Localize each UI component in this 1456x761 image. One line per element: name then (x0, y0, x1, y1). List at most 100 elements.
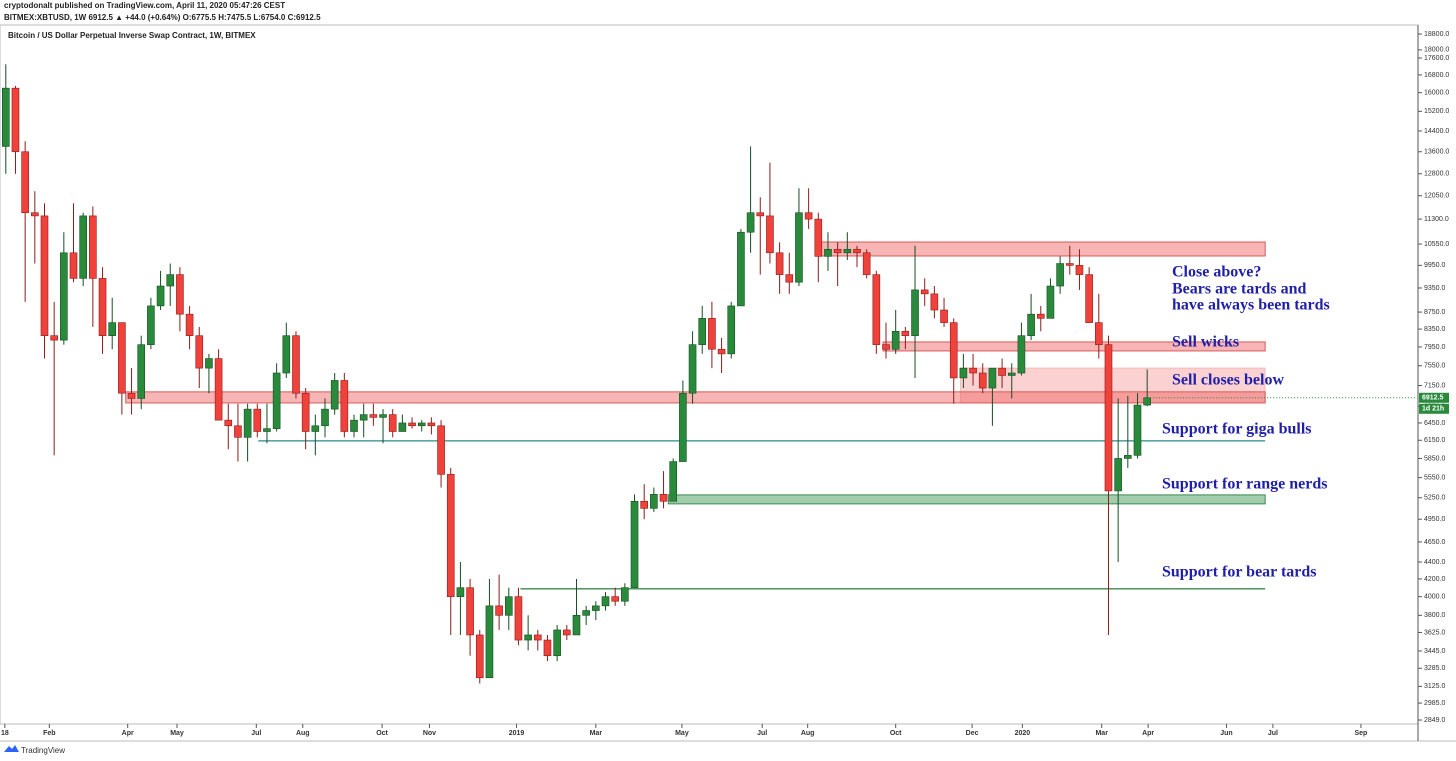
y-tick-label: 16000.0 (1424, 90, 1449, 97)
y-tick-label: 4650.0 (1424, 539, 1446, 546)
candle-body (630, 500, 639, 588)
annotation: Support for bear tards (1162, 564, 1317, 581)
x-tick-label: Nov (423, 730, 436, 737)
candle-body (379, 414, 387, 418)
price-zone (816, 241, 1266, 257)
candle-body (553, 629, 561, 657)
x-tick-label: Oct (376, 730, 388, 737)
y-tick-label: 7150.0 (1424, 382, 1446, 389)
last-price-badge (1419, 392, 1449, 403)
x-tick-label: Mar (1095, 730, 1108, 737)
candle-body (1143, 397, 1151, 406)
candle-body (1036, 313, 1045, 319)
y-tick-label: 4000.0 (1424, 594, 1446, 601)
candle-body (2, 87, 10, 147)
y-tick-label: 4950.0 (1424, 516, 1446, 523)
candle-body (698, 318, 707, 345)
candle-body (708, 318, 716, 350)
annotation: Sell wicks (1172, 334, 1239, 351)
candle-body (940, 309, 948, 323)
annotation: have always been tards (1172, 297, 1330, 314)
annotation: Support for giga bulls (1162, 421, 1312, 438)
candle-body (572, 615, 581, 636)
candle-body (437, 425, 445, 475)
candle-body (1114, 458, 1122, 492)
candle-body (853, 248, 861, 254)
chart-title: Bitcoin / US Dollar Perpetual Inverse Sw… (8, 31, 256, 40)
y-tick-label: 7550.0 (1424, 363, 1446, 370)
y-tick-label: 13600.0 (1424, 149, 1449, 156)
x-tick-label: 2020 (1015, 730, 1031, 737)
candle-body (988, 367, 997, 389)
candle-body (611, 596, 619, 602)
annotation: Close above? (1172, 264, 1261, 281)
y-tick-label: 5550.0 (1424, 474, 1446, 481)
y-tick-label: 3625.0 (1424, 629, 1446, 636)
candle-body (524, 634, 532, 641)
y-tick-label: 9950.0 (1424, 262, 1446, 269)
candle-body (659, 494, 668, 502)
x-tick-label: Jul (757, 730, 767, 737)
candle-body (166, 274, 175, 287)
candle-body (243, 408, 252, 438)
candle-body (292, 335, 300, 394)
candle-body (669, 461, 678, 502)
candle-body (911, 289, 919, 336)
candle-body (263, 428, 271, 432)
candle-body (1065, 263, 1074, 266)
candle-body (359, 414, 368, 421)
candle-body (214, 358, 223, 421)
x-tick-label: May (675, 730, 689, 737)
logo-icon (4, 745, 19, 752)
candle-body (930, 293, 939, 311)
candle-body (321, 408, 329, 427)
candle-body (969, 367, 977, 374)
candle-body (688, 344, 697, 394)
candle-body (640, 500, 648, 509)
x-tick-label: Apr (1142, 730, 1154, 737)
candle-body (417, 422, 426, 427)
candle-body (224, 419, 233, 427)
plot-area (2, 64, 1266, 684)
x-tick-label: 18 (1, 730, 9, 737)
y-tick-label: 3445.0 (1424, 648, 1446, 655)
candle-body (446, 474, 455, 597)
y-tick-label: 12800.0 (1424, 171, 1449, 178)
candle-body (824, 248, 832, 257)
candle-body (60, 252, 68, 341)
candle-body (998, 367, 1006, 376)
last-price-label: 6912.5 (1422, 395, 1444, 402)
candle-body (89, 215, 97, 279)
candle-body (1104, 344, 1113, 492)
candle-body (814, 218, 823, 257)
y-tick-label: 17600.0 (1424, 55, 1449, 62)
candle-body (388, 414, 397, 432)
x-tick-label: Jul (1268, 730, 1278, 737)
logo-text: TradingView (21, 746, 65, 755)
y-tick-label: 16800.0 (1424, 72, 1449, 79)
candle-body (31, 212, 39, 217)
candle-body (147, 305, 155, 345)
candle-body (21, 151, 29, 214)
candle-body (11, 87, 20, 153)
candle-body (69, 252, 78, 279)
candle-body (234, 425, 242, 438)
candle-body (766, 215, 774, 254)
candle-body (369, 414, 378, 418)
candle-body (727, 305, 736, 355)
candle-body (98, 278, 107, 336)
y-tick-label: 18000.0 (1424, 47, 1449, 54)
candle-body (205, 358, 213, 369)
candle-body (746, 212, 755, 233)
candle-body (466, 587, 474, 636)
candle-body (601, 596, 610, 607)
candle-body (582, 610, 590, 616)
y-tick-label: 2849.0 (1424, 717, 1446, 724)
candle-body (901, 330, 910, 336)
candle-body (456, 587, 465, 597)
candle-body (543, 639, 552, 657)
candle-body (1017, 335, 1026, 374)
candle-body (176, 274, 184, 315)
x-tick-label: May (170, 730, 184, 737)
candle-body (427, 422, 436, 427)
